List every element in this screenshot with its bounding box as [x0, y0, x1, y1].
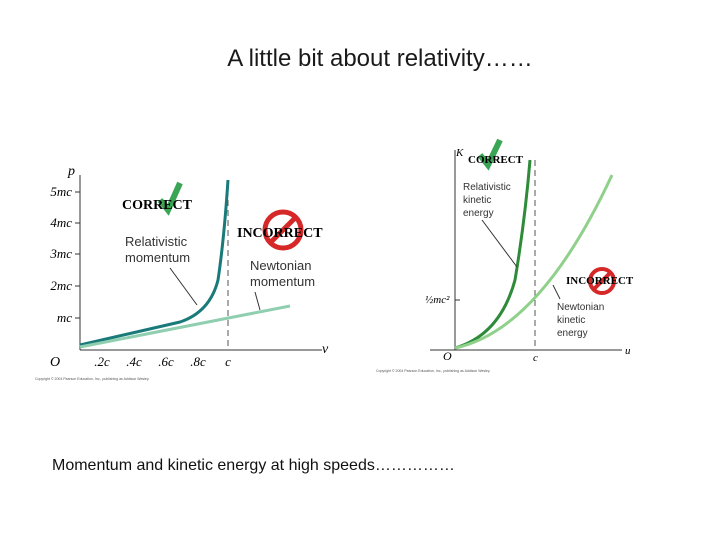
curve-label: kinetic — [557, 315, 585, 326]
incorrect-label: INCORRECT — [237, 226, 323, 241]
curve-label: Relativistic — [463, 182, 511, 193]
curve-label: momentum — [125, 250, 190, 265]
y-tick-label: mc — [57, 310, 72, 325]
x-tick-label: .4c — [126, 354, 142, 369]
x-axis-label: v — [322, 342, 329, 357]
origin-label: O — [443, 349, 452, 363]
kinetic-energy-figure: K u O ½mc² c CORRECT Relativistic kineti… — [376, 138, 634, 373]
y-axis-label: p — [67, 164, 75, 179]
x-tick-label: c — [533, 352, 538, 364]
check-icon — [157, 181, 183, 216]
correct-label: CORRECT — [468, 154, 524, 166]
correct-label: CORRECT — [122, 198, 193, 213]
x-tick-label: .8c — [190, 354, 206, 369]
y-tick-label: 2mc — [50, 278, 72, 293]
y-tick-label: 4mc — [50, 215, 72, 230]
origin-label: O — [50, 355, 60, 370]
copyright: Copyright © 2004 Pearson Education, Inc.… — [376, 369, 490, 373]
x-tick-label: .6c — [158, 354, 174, 369]
newtonian-line — [79, 304, 291, 349]
y-axis-label: K — [455, 147, 464, 159]
caption: Momentum and kinetic energy at high spee… — [52, 457, 455, 474]
y-tick-label: 5mc — [50, 184, 72, 199]
y-tick-label: 3mc — [49, 246, 72, 261]
relativistic-curve — [454, 159, 532, 350]
momentum-figure: p v O 5mc 4mc 3mc 2mc mc .2c .4c .6c .8c… — [35, 164, 329, 381]
curve-label: Newtonian — [557, 302, 604, 313]
pointer — [169, 267, 198, 306]
x-tick-label: c — [225, 354, 231, 369]
slide-title: A little bit about relativity…… — [227, 45, 532, 72]
copyright: Copyright © 2004 Pearson Education, Inc.… — [35, 377, 149, 381]
prohibit-icon — [262, 209, 304, 251]
x-axis-label: u — [625, 345, 631, 357]
check-icon — [477, 138, 503, 171]
relativistic-curve — [79, 179, 230, 347]
newtonian-curve — [454, 174, 614, 350]
prohibit-icon — [588, 267, 616, 295]
x-tick-label: .2c — [94, 354, 110, 369]
curve-label: Newtonian — [250, 258, 311, 273]
curve-label: Relativistic — [125, 234, 188, 249]
curve-label: momentum — [250, 274, 315, 289]
y-tick-label: ½mc² — [425, 294, 450, 306]
curve-label: energy — [557, 328, 588, 339]
curve-label: kinetic — [463, 195, 491, 206]
incorrect-label: INCORRECT — [566, 275, 634, 287]
curve-label: energy — [463, 208, 494, 219]
